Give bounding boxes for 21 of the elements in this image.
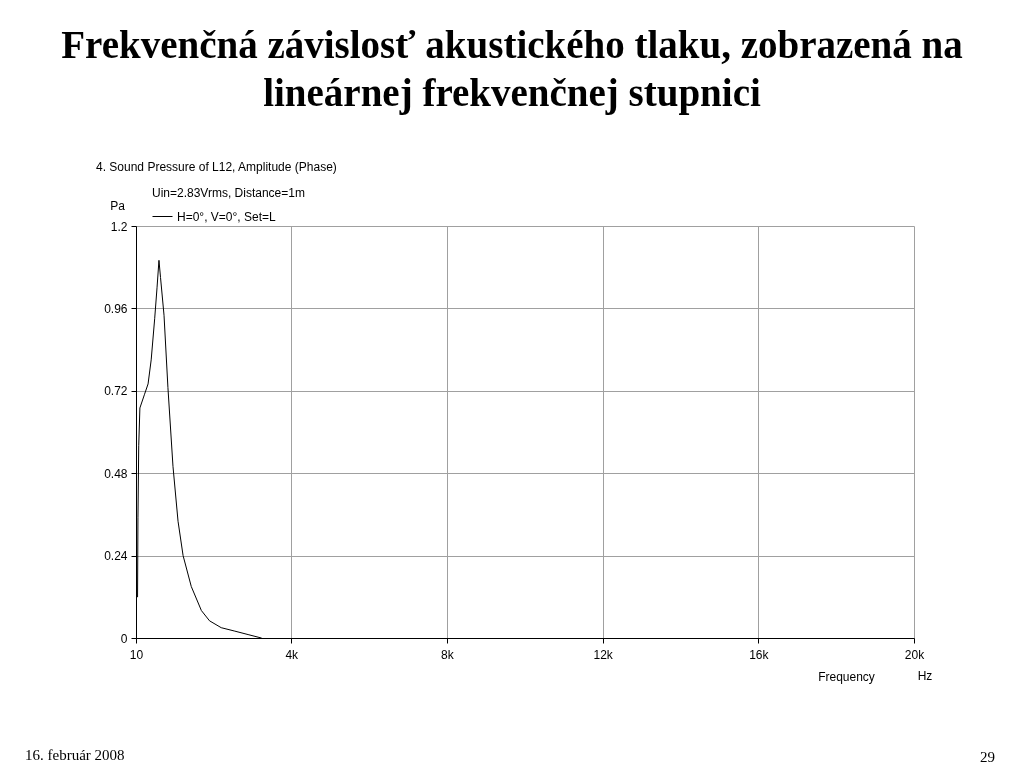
y-tick-label: 0.24 <box>104 549 128 564</box>
x-tick-label: 4k <box>285 647 300 662</box>
y-tick-label: 0.48 <box>104 466 128 481</box>
y-tick-label: 0 <box>120 631 128 646</box>
text: 29 <box>980 749 995 765</box>
x-tick-label: 20k <box>904 647 926 662</box>
x-tick-label: 16k <box>749 647 770 662</box>
legend-label: H=0°, V=0°, Set=L <box>177 209 276 224</box>
x-tick-label: 8k <box>441 647 455 662</box>
x-axis-title: Frequency <box>818 669 875 684</box>
text: Uin=2.83Vrms, Distance=1m <box>152 186 305 200</box>
x-tick-label: 12k <box>593 647 614 662</box>
y-tick-label: 1.2 <box>110 219 128 234</box>
text: Hz <box>917 669 933 683</box>
y-tick-label: 0.72 <box>104 384 128 399</box>
y-tick-label: 0.96 <box>104 301 128 316</box>
y-axis-title: Pa <box>110 198 126 213</box>
chart-subtitle: 4. Sound Pressure of L12, Amplitude (Phase) <box>96 160 337 174</box>
chart-title: Frekvenčná závislosť akustického tlaku, zobrazená na lineárnej frekvenčnej stupnici <box>60 22 964 117</box>
text: 16. február 2008 <box>25 747 125 763</box>
x-tick-label: 10 <box>129 647 144 662</box>
